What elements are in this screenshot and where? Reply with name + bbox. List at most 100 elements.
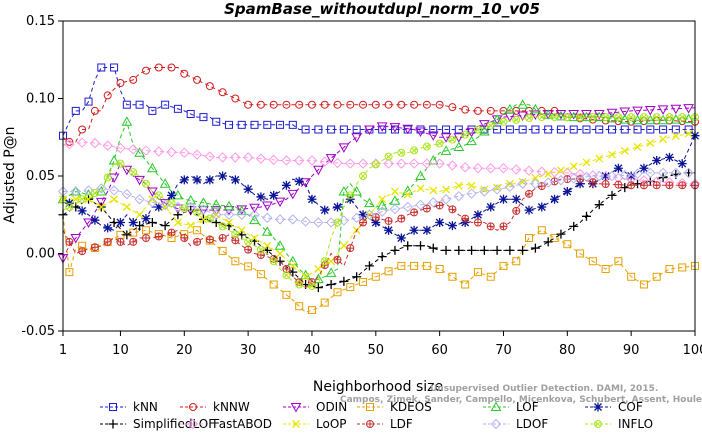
point-knnw bbox=[141, 66, 150, 75]
point-loop bbox=[263, 241, 272, 250]
point-ldf bbox=[141, 234, 150, 242]
point-cof bbox=[639, 163, 649, 173]
point-simplifiedlof bbox=[326, 280, 336, 289]
point-loop bbox=[288, 261, 297, 270]
point-inflo bbox=[269, 257, 278, 266]
plot-frame bbox=[62, 20, 696, 332]
point-lof bbox=[478, 125, 490, 136]
legend-item-loop: LoOP bbox=[283, 417, 347, 431]
point-simplifiedlof bbox=[122, 230, 132, 240]
legend-item-ldf: LDF bbox=[357, 417, 413, 431]
point-odin bbox=[364, 125, 375, 136]
point-odin bbox=[478, 120, 490, 130]
point-knn bbox=[314, 125, 323, 134]
point-knnw bbox=[180, 69, 189, 78]
point-inflo bbox=[384, 152, 393, 161]
point-simplifiedlof bbox=[441, 245, 451, 255]
point-cof bbox=[422, 225, 432, 235]
point-lof bbox=[657, 114, 669, 125]
point-fastabod bbox=[281, 155, 292, 166]
point-inflo bbox=[410, 146, 419, 155]
legend-label-cof: COF bbox=[618, 400, 643, 414]
series-knn bbox=[59, 63, 695, 140]
point-loop bbox=[327, 257, 336, 266]
x-tick-label: 60 bbox=[431, 343, 448, 358]
point-knn bbox=[250, 120, 259, 129]
point-fastabod bbox=[383, 158, 394, 169]
point-kdeos bbox=[384, 267, 393, 276]
point-ldf bbox=[90, 243, 99, 252]
legend-label-ldf: LDF bbox=[390, 417, 413, 431]
point-kdeos bbox=[422, 261, 431, 270]
point-cof bbox=[307, 194, 317, 204]
point-ldf bbox=[384, 216, 393, 225]
point-loop bbox=[378, 195, 387, 204]
point-simplifiedlof bbox=[556, 229, 566, 239]
point-knnw bbox=[129, 75, 138, 84]
series-line-loop bbox=[63, 132, 696, 278]
point-knn bbox=[442, 125, 451, 134]
chart-title: SpamBase_withoutdupl_norm_10_v05 bbox=[224, 0, 540, 18]
point-cof bbox=[550, 194, 560, 204]
point-kdeos bbox=[563, 240, 572, 249]
point-cof bbox=[473, 210, 483, 220]
point-ldof bbox=[568, 173, 579, 184]
point-knnw bbox=[90, 106, 99, 115]
point-ldf bbox=[435, 201, 444, 210]
x-tick-label: 30 bbox=[240, 343, 257, 358]
point-lof bbox=[504, 103, 516, 114]
point-odin bbox=[95, 197, 107, 208]
point-knn bbox=[544, 125, 553, 134]
point-knn bbox=[135, 100, 144, 109]
point-cof bbox=[333, 202, 343, 212]
point-ldof bbox=[504, 181, 516, 193]
point-fastabod bbox=[459, 162, 471, 173]
point-knn bbox=[301, 125, 310, 134]
point-inflo bbox=[652, 113, 661, 122]
point-cof bbox=[243, 184, 253, 194]
point-simplifiedlof bbox=[364, 261, 374, 271]
point-cof bbox=[601, 171, 611, 181]
x-tick-label: 1 bbox=[59, 343, 67, 358]
point-loop bbox=[544, 170, 553, 179]
point-fastabod bbox=[191, 149, 203, 160]
point-ldf bbox=[652, 181, 661, 190]
point-kdeos bbox=[461, 280, 470, 289]
legend-item-knn: kNN bbox=[100, 400, 158, 414]
point-lof bbox=[619, 114, 631, 124]
point-inflo bbox=[614, 113, 623, 122]
point-ldof bbox=[262, 212, 273, 224]
point-fastabod bbox=[485, 163, 496, 174]
point-kdeos bbox=[639, 280, 648, 289]
point-odin bbox=[70, 234, 82, 244]
point-ldf bbox=[512, 206, 521, 215]
point-lof bbox=[453, 141, 465, 151]
point-loop bbox=[250, 234, 259, 242]
point-ldof bbox=[70, 186, 81, 197]
series-inflo bbox=[62, 113, 699, 291]
point-knn bbox=[671, 125, 680, 134]
series-line-knnw bbox=[62, 67, 696, 143]
point-fastabod bbox=[115, 142, 126, 154]
point-lof bbox=[198, 197, 209, 207]
series-layer bbox=[57, 63, 701, 315]
point-cof bbox=[677, 159, 687, 169]
legend-marker-cof bbox=[593, 402, 603, 412]
point-knnw bbox=[167, 63, 176, 72]
point-fastabod bbox=[332, 157, 343, 169]
point-inflo bbox=[129, 168, 138, 177]
point-odin bbox=[338, 143, 350, 153]
point-ldof bbox=[300, 216, 311, 227]
point-odin bbox=[351, 133, 363, 143]
point-lof bbox=[249, 214, 260, 225]
legend-label-knnw: kNNW bbox=[213, 400, 250, 414]
point-knn bbox=[378, 125, 387, 134]
point-knn bbox=[569, 125, 578, 134]
point-ldof bbox=[632, 168, 643, 179]
point-ldof bbox=[185, 201, 196, 213]
point-inflo bbox=[103, 173, 112, 182]
point-cof bbox=[103, 223, 113, 233]
point-fastabod bbox=[268, 154, 279, 166]
point-lof bbox=[632, 114, 643, 125]
point-cof bbox=[447, 221, 457, 231]
